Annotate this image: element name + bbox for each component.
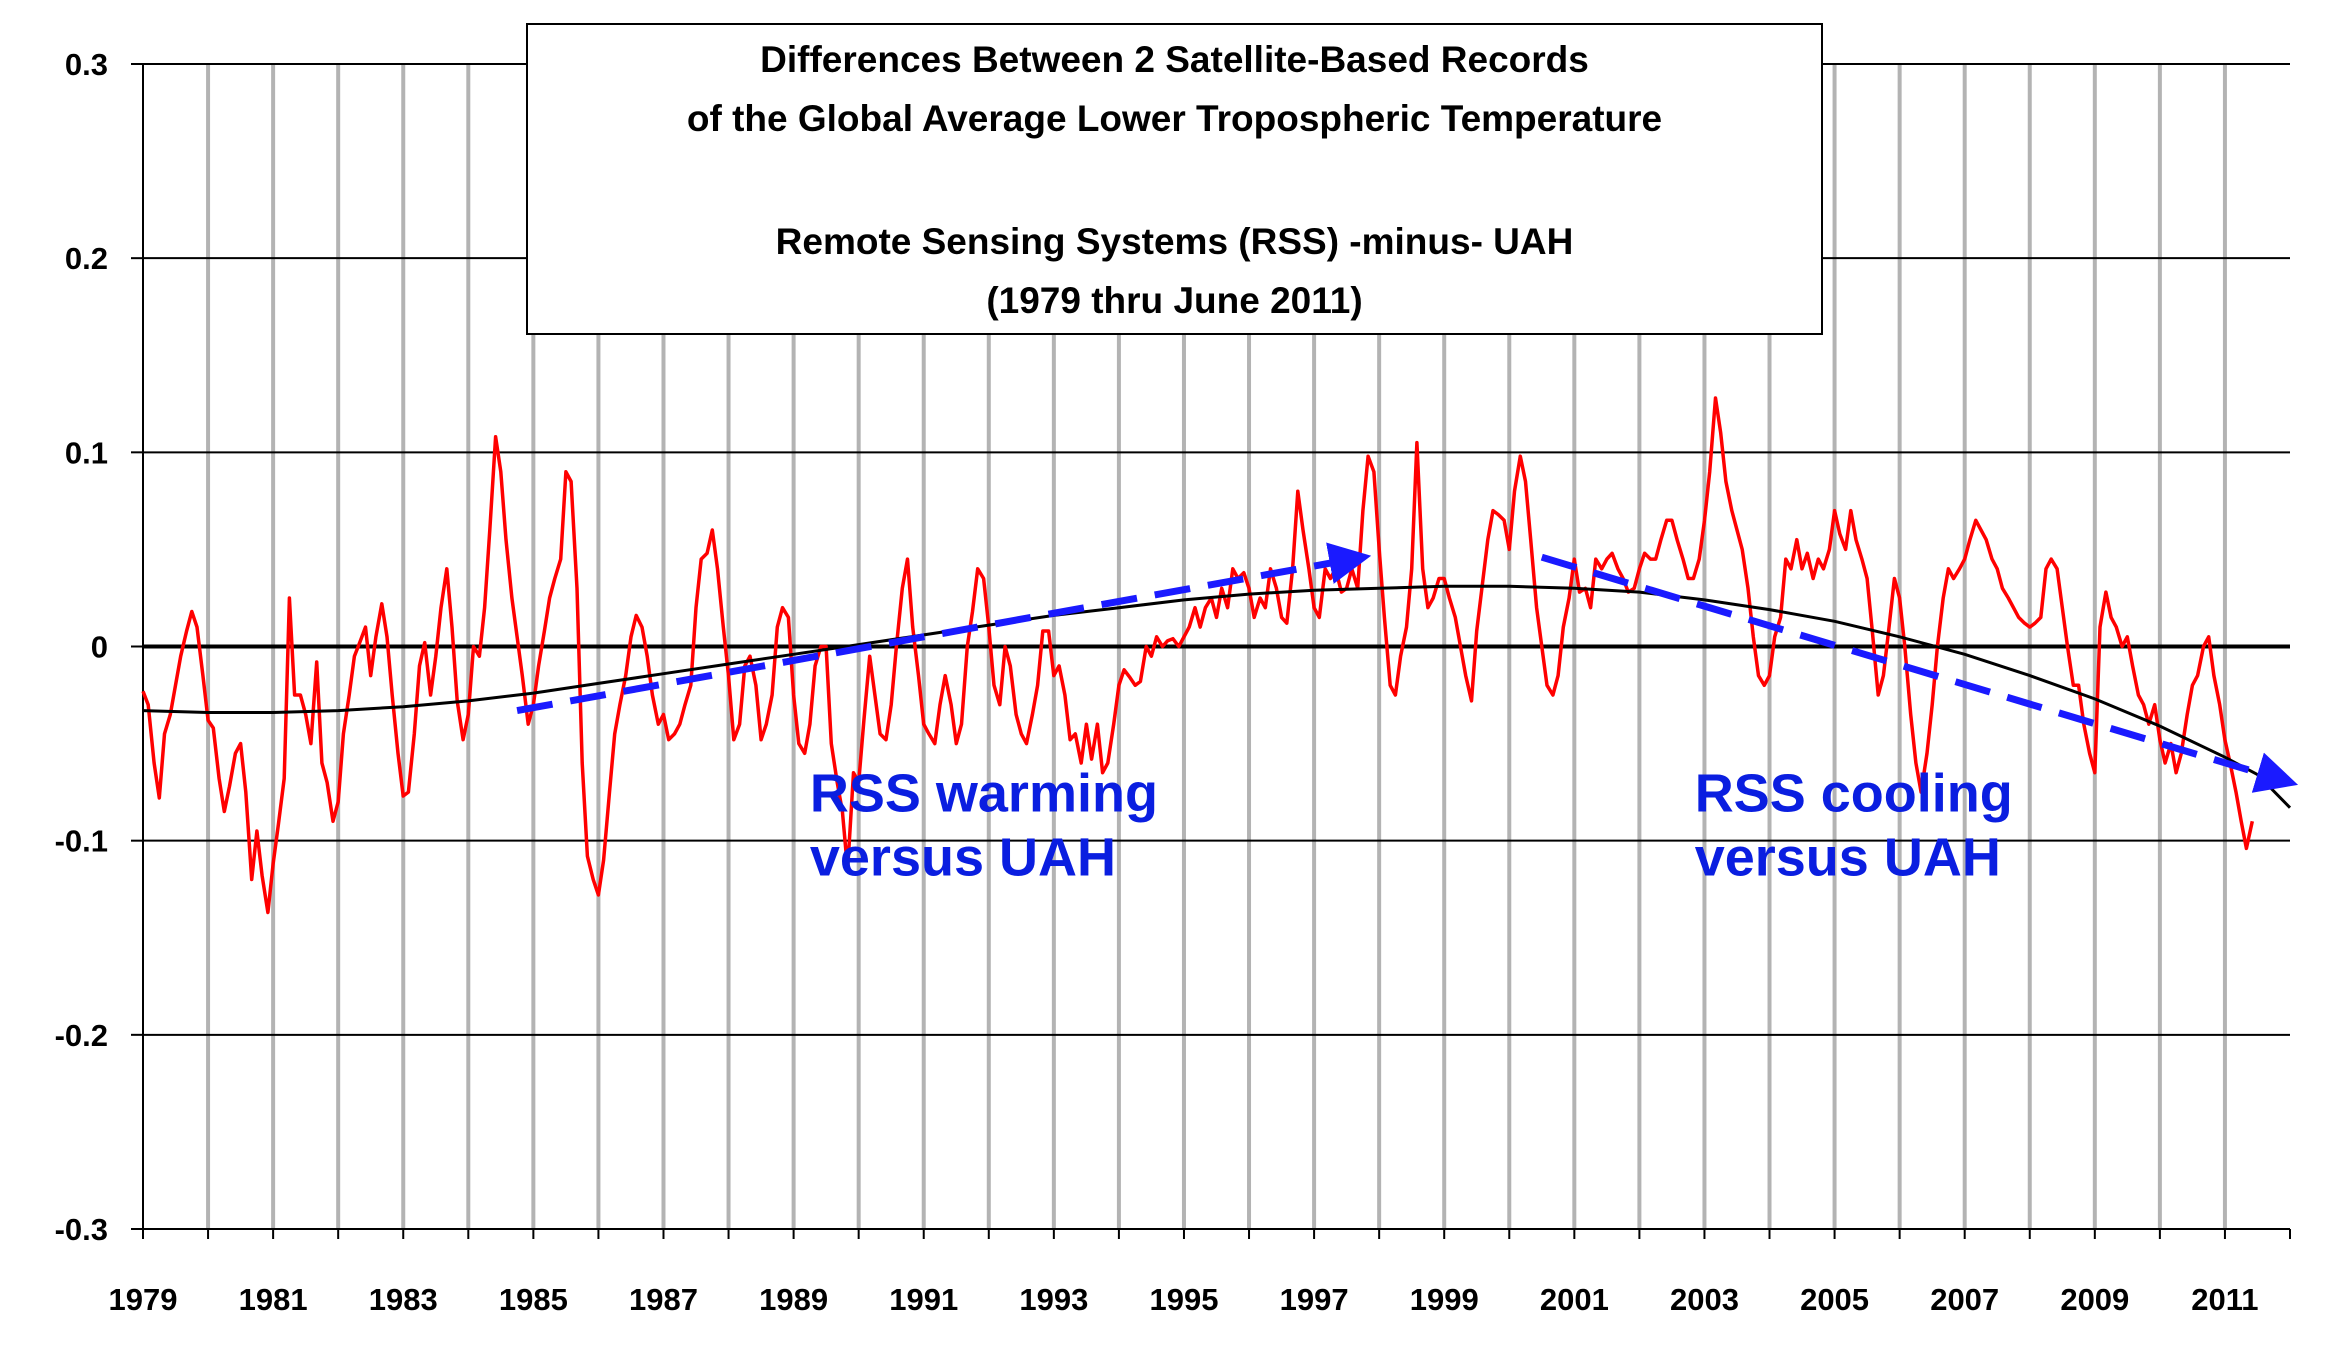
trend-arrow bbox=[1540, 553, 2299, 793]
x-tick-label: 1999 bbox=[1410, 1282, 1479, 1317]
x-tick-label: 1993 bbox=[1019, 1282, 1088, 1317]
y-tick-label: 0.3 bbox=[65, 47, 108, 82]
x-tick-label: 2005 bbox=[1800, 1282, 1869, 1317]
title-line-1: Differences Between 2 Satellite-Based Re… bbox=[760, 39, 1589, 80]
title-box-frame bbox=[526, 23, 1823, 335]
x-tick-label: 2001 bbox=[1540, 1282, 1609, 1317]
x-tick-labels: 1979 1981 1983 1985 1987 1989 1991 1993 1995 1997… bbox=[109, 1282, 2259, 1317]
series-group bbox=[141, 396, 2299, 915]
x-tick-label: 2007 bbox=[1930, 1282, 1999, 1317]
x-tick-label: 1997 bbox=[1280, 1282, 1349, 1317]
y-tick-label: -0.3 bbox=[55, 1212, 108, 1247]
x-tick-label: 1983 bbox=[369, 1282, 438, 1317]
x-tick-label: 1981 bbox=[239, 1282, 308, 1317]
y-tick-label: 0 bbox=[91, 630, 108, 665]
x-tick-label: 2009 bbox=[2060, 1282, 2129, 1317]
title-line-3: Remote Sensing Systems (RSS) -minus- UAH bbox=[776, 221, 1574, 262]
x-tick-label: 2003 bbox=[1670, 1282, 1739, 1317]
y-tick-label: -0.1 bbox=[55, 824, 108, 859]
title-line-2: of the Global Average Lower Tropospheric… bbox=[687, 98, 1662, 139]
annotation-text: RSS warming bbox=[810, 764, 1158, 824]
series-monthly-line bbox=[141, 396, 2255, 915]
title-line-4: (1979 thru June 2011) bbox=[986, 280, 1362, 321]
x-tick-label: 1995 bbox=[1149, 1282, 1218, 1317]
title-box: Differences Between 2 Satellite-Based Re… bbox=[526, 23, 1823, 335]
annotation-text: RSS cooling bbox=[1695, 764, 2013, 824]
x-tick-label: 1987 bbox=[629, 1282, 698, 1317]
y-tick-labels: 0.3 0.2 0.1 0 -0.1 -0.2 -0.3 bbox=[55, 47, 108, 1247]
annotation-text: versus UAH bbox=[1695, 828, 2001, 888]
axes bbox=[131, 63, 2291, 1239]
y-tick-label: 0.2 bbox=[65, 241, 108, 276]
x-tick-label: 2011 bbox=[2191, 1282, 2258, 1317]
x-tick-label: 1985 bbox=[499, 1282, 568, 1317]
annotation-text: versus UAH bbox=[810, 828, 1116, 888]
trend-arrow bbox=[516, 542, 1372, 715]
x-tick-label: 1989 bbox=[759, 1282, 828, 1317]
y-tick-label: 0.1 bbox=[65, 435, 108, 470]
series-smooth-line bbox=[142, 584, 2292, 809]
x-tick-label: 1991 bbox=[889, 1282, 958, 1317]
x-tick-label: 1979 bbox=[109, 1282, 178, 1317]
y-tick-label: -0.2 bbox=[55, 1018, 108, 1053]
